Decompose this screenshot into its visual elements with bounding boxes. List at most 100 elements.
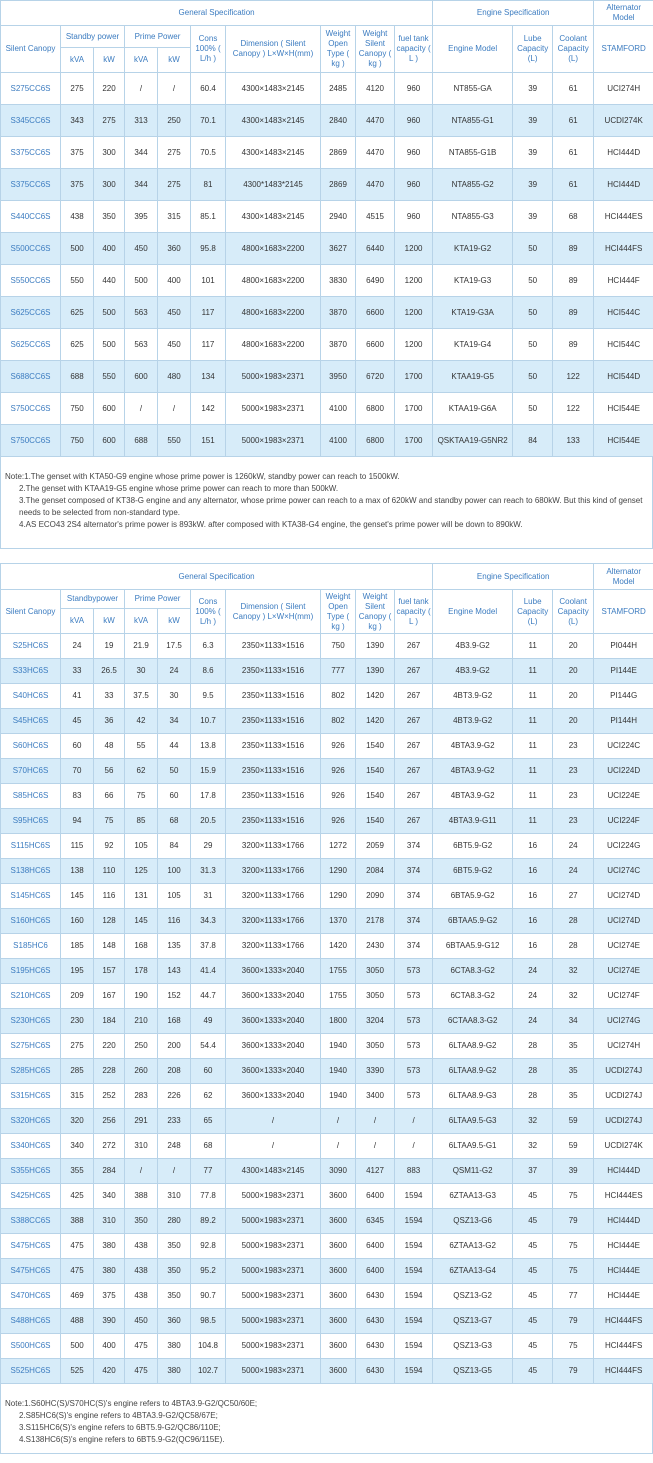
table-cell: 89 — [552, 328, 595, 361]
table-cell: / — [157, 392, 191, 425]
table-cell: UCI224F — [593, 808, 653, 834]
table-cell: 4300×1483×2145 — [225, 136, 321, 169]
table-cell: UCI274H — [593, 1033, 653, 1059]
table-cell: 350 — [124, 1208, 158, 1234]
table-cell: S425HC6S — [0, 1183, 61, 1209]
table-cell: 35 — [552, 1058, 595, 1084]
table-cell: 1540 — [355, 783, 395, 809]
table-cell: 2090 — [355, 883, 395, 909]
note: Note:1.The genset with KTA50-G9 engine w… — [5, 472, 400, 481]
table-cell: 115 — [60, 833, 94, 859]
table-cell: 2350×1133×1516 — [225, 633, 321, 659]
table-cell: S160HC6S — [0, 908, 61, 934]
table-row: S185HC6 185 148 168 135 37.8 3200×1133×1766 142… — [0, 933, 653, 959]
table-cell: 4300×1483×2145 — [225, 104, 321, 137]
table-cell: 2059 — [355, 833, 395, 859]
table-cell: S440CC6S — [0, 200, 61, 233]
table-cell: 1420 — [355, 683, 395, 709]
table-cell: HCI444D — [593, 136, 653, 169]
table-cell: 60 — [60, 733, 94, 759]
table-cell: 23 — [552, 733, 595, 759]
column-header: Lube Capacity (L) — [512, 589, 554, 634]
table-cell: 250 — [157, 104, 191, 137]
table-cell: 4BTA3.9-G2 — [432, 758, 514, 784]
table-cell: 79 — [552, 1208, 595, 1234]
table-row: S320HC6S 320 256 291 233 65// //6LTAA9.5-G3 32 5… — [0, 1108, 653, 1134]
notes: Note:1.The genset with KTA50-G9 engine w… — [0, 457, 653, 549]
table-cell: 1594 — [393, 1283, 434, 1309]
sub-header: kW — [157, 47, 191, 73]
table-cell: 28 — [552, 908, 595, 934]
table-cell: NTA855-G2 — [432, 168, 514, 201]
table-cell: / — [355, 1108, 395, 1134]
table-cell: 16 — [512, 833, 554, 859]
note: 3.The genset composed of KT38-G engine a… — [19, 496, 643, 517]
table-cell: 400 — [93, 1333, 125, 1359]
table-cell: 81 — [190, 168, 226, 201]
table-cell: 3830 — [320, 264, 356, 297]
table-cell: UCDI274J — [593, 1083, 653, 1109]
table-cell: 400 — [157, 264, 191, 297]
table-cell: UCI224D — [593, 758, 653, 784]
table-cell: 59 — [552, 1108, 595, 1134]
table-cell: 77 — [190, 1158, 226, 1184]
table-cell: 66 — [93, 783, 125, 809]
table-cell: 30 — [157, 683, 191, 709]
table-cell: 1272 — [320, 833, 356, 859]
table-cell: S625CC6S — [0, 328, 61, 361]
table-cell: 310 — [124, 1133, 158, 1159]
spacer — [0, 549, 653, 563]
table-cell: S688CC6S — [0, 360, 61, 393]
table-cell: S145HC6S — [0, 883, 61, 909]
table-cell: 35 — [552, 1033, 595, 1059]
table-cell: 2840 — [320, 104, 356, 137]
table-cell: 2485 — [320, 72, 356, 105]
table-cell: 2869 — [320, 168, 356, 201]
table-cell: 573 — [393, 1058, 434, 1084]
table-cell: 550 — [93, 360, 125, 393]
table-cell: 267 — [393, 708, 434, 734]
table-cell: S355HC6S — [0, 1158, 61, 1184]
table-cell: 300 — [93, 168, 125, 201]
table-cell: UCI224E — [593, 783, 653, 809]
table-cell: 480 — [157, 360, 191, 393]
group-header: Alternator Model — [593, 563, 653, 590]
table-cell: 15.9 — [190, 758, 226, 784]
table-row: S95HC6S 94 75 85 68 20.5 2350×1133×1516 926 1540… — [0, 808, 653, 834]
table-cell: 145 — [60, 883, 94, 909]
table-cell: 30 — [124, 658, 158, 684]
table-cell: 37.5 — [124, 683, 158, 709]
table-cell: 32 — [552, 958, 595, 984]
table-cell: S470HC6S — [0, 1283, 61, 1309]
table-cell: 6ZTAA13-G3 — [432, 1183, 514, 1209]
table-cell: 2350×1133×1516 — [225, 808, 321, 834]
table-cell: 450 — [124, 232, 158, 265]
table-cell: 2350×1133×1516 — [225, 658, 321, 684]
sub-header: kVA — [60, 47, 94, 73]
table-cell: / — [157, 72, 191, 105]
table-cell: 374 — [393, 858, 434, 884]
table-cell: 39 — [512, 136, 554, 169]
table-cell: 3390 — [355, 1058, 395, 1084]
table-cell: 252 — [93, 1083, 125, 1109]
table-row: S470HC6S 469 375 438 350 90.7 5000×1983×2371 36… — [0, 1283, 653, 1309]
table-cell: 122 — [552, 360, 595, 393]
table-cell: 1594 — [393, 1333, 434, 1359]
table-cell: 573 — [393, 1083, 434, 1109]
table-cell: HCI544C — [593, 328, 653, 361]
table-cell: 438 — [60, 200, 94, 233]
table-cell: HCI544E — [593, 424, 653, 457]
table-cell: KTA19-G3 — [432, 264, 514, 297]
column-header: Silent Canopy — [0, 25, 61, 73]
table-cell: 77.8 — [190, 1183, 226, 1209]
note: 3.S115HC6(S)'s engine refers to 6BT5.9-G… — [19, 1423, 221, 1432]
table-row: S475HC6S 475 380 438 350 92.8 5000×1983×2371 36… — [0, 1233, 653, 1259]
table-cell: 380 — [93, 1233, 125, 1259]
table-row: S315HC6S 315 252 283 226 62 3600×1333×2040 1940… — [0, 1083, 653, 1109]
table-cell: 230 — [60, 1008, 94, 1034]
table-cell: 45 — [60, 708, 94, 734]
table-cell: 6LTAA8.9-G3 — [432, 1083, 514, 1109]
table-cell: 20 — [552, 683, 595, 709]
table-cell: 500 — [93, 328, 125, 361]
table-cell: 1940 — [320, 1033, 356, 1059]
